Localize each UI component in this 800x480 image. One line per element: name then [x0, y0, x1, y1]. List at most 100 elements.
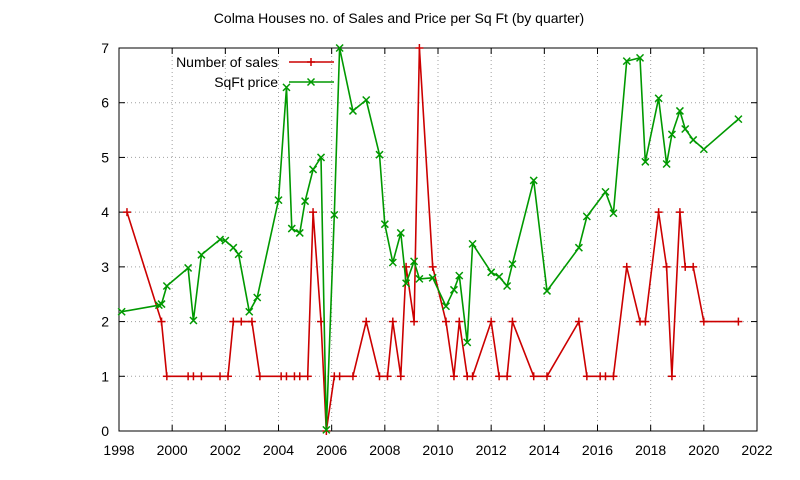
- data-point: [495, 272, 504, 281]
- data-point: [415, 44, 424, 52]
- series-line: [126, 47, 739, 432]
- legend-marker: [306, 77, 316, 87]
- data-point: [410, 317, 419, 326]
- data-point: [309, 208, 318, 217]
- data-point: [641, 157, 650, 166]
- data-point: [667, 372, 676, 381]
- data-point: [441, 317, 450, 326]
- data-point: [449, 372, 458, 381]
- x-tick-label: 2010: [422, 442, 453, 458]
- data-point: [396, 372, 405, 381]
- data-point: [157, 317, 166, 326]
- data-point: [229, 317, 238, 326]
- data-point: [681, 124, 690, 134]
- data-point: [455, 271, 464, 280]
- y-tick-label: 5: [101, 149, 109, 165]
- data-point: [117, 307, 126, 316]
- data-point: [582, 372, 591, 381]
- data-point: [402, 279, 411, 288]
- data-point: [542, 372, 551, 381]
- data-point: [636, 53, 645, 62]
- y-tick-label: 7: [101, 40, 109, 56]
- data-point: [654, 94, 663, 103]
- plot-border: [118, 47, 758, 432]
- data-point: [388, 317, 397, 326]
- data-point: [375, 150, 384, 159]
- chart-title: Colma Houses no. of Sales and Price per …: [214, 10, 584, 26]
- legend-label: SqFt price: [214, 74, 278, 90]
- data-point: [508, 317, 517, 326]
- data-point: [689, 135, 698, 144]
- data-point: [662, 159, 671, 169]
- data-point: [449, 285, 458, 294]
- x-tick-label: 2016: [582, 442, 613, 458]
- data-point: [734, 317, 743, 326]
- data-point: [503, 372, 512, 381]
- data-point: [601, 187, 610, 196]
- data-point: [441, 302, 451, 311]
- data-point: [574, 317, 583, 326]
- data-point: [223, 372, 232, 381]
- data-point: [380, 220, 389, 229]
- data-point: [234, 250, 243, 259]
- x-tick-label: 2008: [369, 442, 400, 458]
- data-point: [609, 372, 618, 381]
- series-sqft-price: [117, 43, 743, 434]
- data-point: [396, 228, 405, 237]
- data-point: [237, 317, 246, 326]
- legend-label: Number of sales: [176, 54, 278, 70]
- data-point: [681, 262, 690, 271]
- data-point: [667, 130, 676, 139]
- data-point: [253, 293, 262, 302]
- legend-marker: [307, 58, 315, 66]
- x-tick-label: 2022: [741, 442, 772, 458]
- data-point: [216, 372, 225, 381]
- data-point: [309, 165, 318, 174]
- x-tick-label: 2002: [210, 442, 241, 458]
- data-point: [303, 372, 312, 381]
- plot-area: [117, 43, 743, 435]
- data-point: [410, 257, 419, 266]
- grid: [119, 48, 757, 431]
- data-point: [197, 372, 206, 381]
- data-point: [162, 372, 171, 381]
- data-point: [229, 243, 238, 252]
- data-point: [487, 317, 496, 326]
- data-point: [247, 317, 256, 326]
- data-point: [245, 307, 254, 316]
- data-point: [468, 239, 477, 248]
- y-tick-label: 0: [101, 423, 109, 439]
- data-point: [455, 317, 464, 326]
- data-point: [487, 268, 496, 277]
- data-point: [282, 83, 291, 92]
- data-point: [699, 317, 708, 326]
- data-point: [301, 197, 310, 206]
- data-point: [122, 208, 131, 217]
- data-point: [375, 372, 384, 381]
- data-point: [662, 262, 671, 271]
- y-tick-label: 6: [101, 95, 109, 111]
- data-point: [287, 224, 296, 233]
- data-point: [162, 281, 171, 291]
- x-tick-label: 2020: [688, 442, 719, 458]
- data-point: [184, 263, 193, 272]
- data-point: [362, 317, 371, 326]
- x-tick-label: 2012: [476, 442, 507, 458]
- y-tick-label: 3: [101, 259, 109, 275]
- x-tick-label: 1998: [103, 442, 134, 458]
- data-point: [582, 212, 591, 221]
- data-point: [189, 316, 198, 325]
- data-point: [468, 372, 477, 381]
- data-point: [622, 262, 631, 271]
- series-number-of-sales: [122, 44, 743, 435]
- data-point: [415, 274, 424, 283]
- data-point: [383, 372, 392, 381]
- data-point: [609, 209, 618, 218]
- y-tick-label: 4: [101, 204, 109, 220]
- data-point: [601, 372, 610, 381]
- data-point: [295, 228, 304, 237]
- data-point: [508, 260, 517, 269]
- data-point: [362, 95, 371, 105]
- data-point: [189, 372, 198, 381]
